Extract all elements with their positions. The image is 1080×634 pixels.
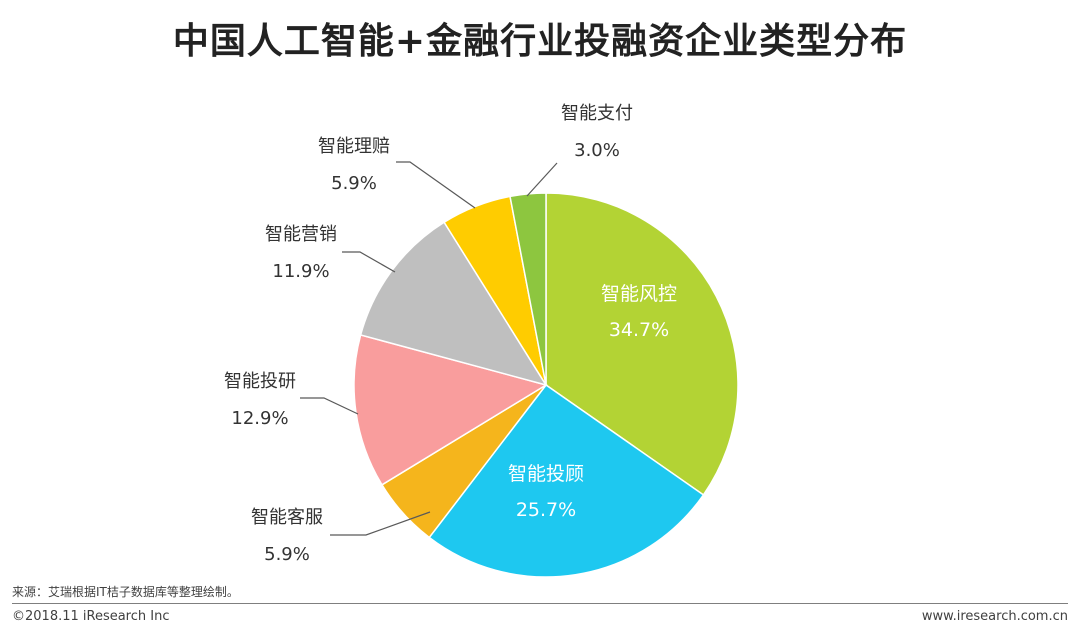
slice-value-1: 34.7%: [609, 319, 669, 341]
slice-label-4: 智能投研: [224, 371, 296, 392]
slice-value-3: 5.9%: [264, 544, 310, 565]
slice-label-7: 智能支付: [561, 103, 633, 124]
leader-line-3: [330, 511, 431, 536]
slice-value-4: 12.9%: [231, 408, 288, 429]
slice-label-1: 智能风控: [601, 283, 677, 305]
footer-divider: [12, 603, 1068, 604]
slice-label-2: 智能投顾: [508, 463, 584, 485]
leader-line-6: [396, 161, 476, 209]
slice-value-7: 3.0%: [574, 140, 620, 161]
pie-slice-2: [428, 383, 705, 578]
chart-title: 中国人工智能+金融行业投融资企业类型分布: [172, 21, 908, 62]
pie-slice-7: [509, 192, 547, 386]
slice-value-2: 25.7%: [516, 499, 576, 521]
slice-value-6: 5.9%: [331, 173, 377, 194]
copyright-text: ©2018.11 iResearch Inc: [12, 609, 170, 624]
slice-value-5: 11.9%: [272, 261, 329, 282]
source-note: 来源：艾瑞根据IT桔子数据库等整理绘制。: [12, 585, 239, 599]
slice-label-6: 智能理赔: [318, 136, 390, 157]
leader-line-4: [300, 397, 359, 415]
slice-label-5: 智能营销: [265, 224, 337, 245]
website-text: www.iresearch.com.cn: [921, 609, 1068, 624]
leader-line-5: [342, 251, 396, 273]
leader-line-7: [526, 162, 558, 197]
pie-slice-1: [545, 192, 739, 496]
slice-label-3: 智能客服: [251, 507, 323, 528]
